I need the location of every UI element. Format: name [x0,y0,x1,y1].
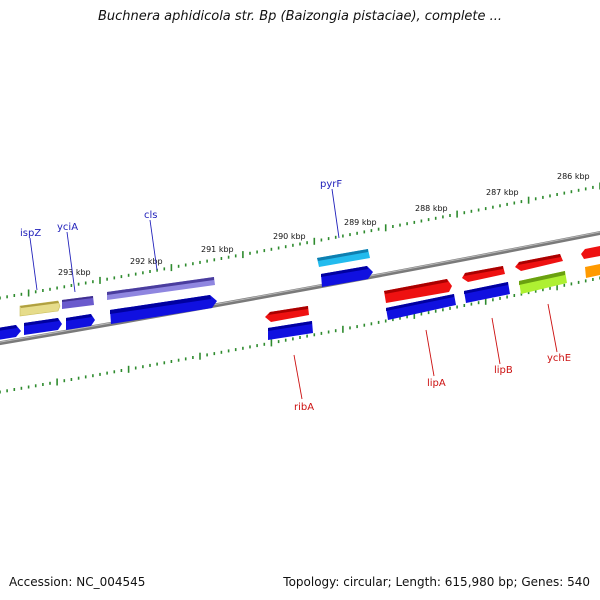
tick-label-293: 293 kbp [58,268,91,277]
gene-label-ribA: ribA [294,402,314,413]
reverse-strand-features [0,264,600,340]
tick-label-290: 290 kbp [273,232,306,241]
gene-label-ychE: ychE [547,353,571,364]
gene-label-pyrF: pyrF [320,179,342,190]
gene-blue-rev-5 [268,321,313,340]
tick-label-288: 288 kbp [415,204,448,213]
outer-tick-ring [0,182,600,300]
tick-label-292: 292 kbp [130,257,163,266]
label-leaders [29,188,558,400]
gene-red-fwd-1 [384,279,452,303]
genome-backbone [0,230,600,346]
gene-blue-rev-7 [386,294,456,320]
tick-label-291: 291 kbp [201,245,234,254]
tick-label-287: 287 kbp [486,188,519,197]
tick-label-286: 286 kbp [557,172,590,181]
gene-blue-rev-6 [321,266,373,287]
gene-red-fwd-4 [581,246,600,259]
gene-labels: ispZ yciA cls pyrF ribA lipA lipB ychE [20,179,571,413]
gene-label-cls: cls [144,210,158,221]
gene-blue-rev-4 [110,295,217,324]
topology-summary: Topology: circular; Length: 615,980 bp; … [283,575,590,589]
tick-label-289: 289 kbp [344,218,377,227]
gene-label-yciA: yciA [57,222,78,233]
gene-orange [585,264,600,278]
gene-label-ispZ: ispZ [20,228,41,239]
gene-label-lipB: lipB [494,365,513,376]
gene-blue-rev-8 [464,282,510,303]
map-title: Buchnera aphidicola str. Bp (Baizongia p… [97,9,503,24]
accession-text: Accession: NC_004545 [9,575,146,589]
ruler-labels: 293 kbp 292 kbp 291 kbp 290 kbp 289 kbp … [58,172,590,277]
gene-label-lipA: lipA [427,378,446,389]
forward-strand-features [19,246,600,317]
